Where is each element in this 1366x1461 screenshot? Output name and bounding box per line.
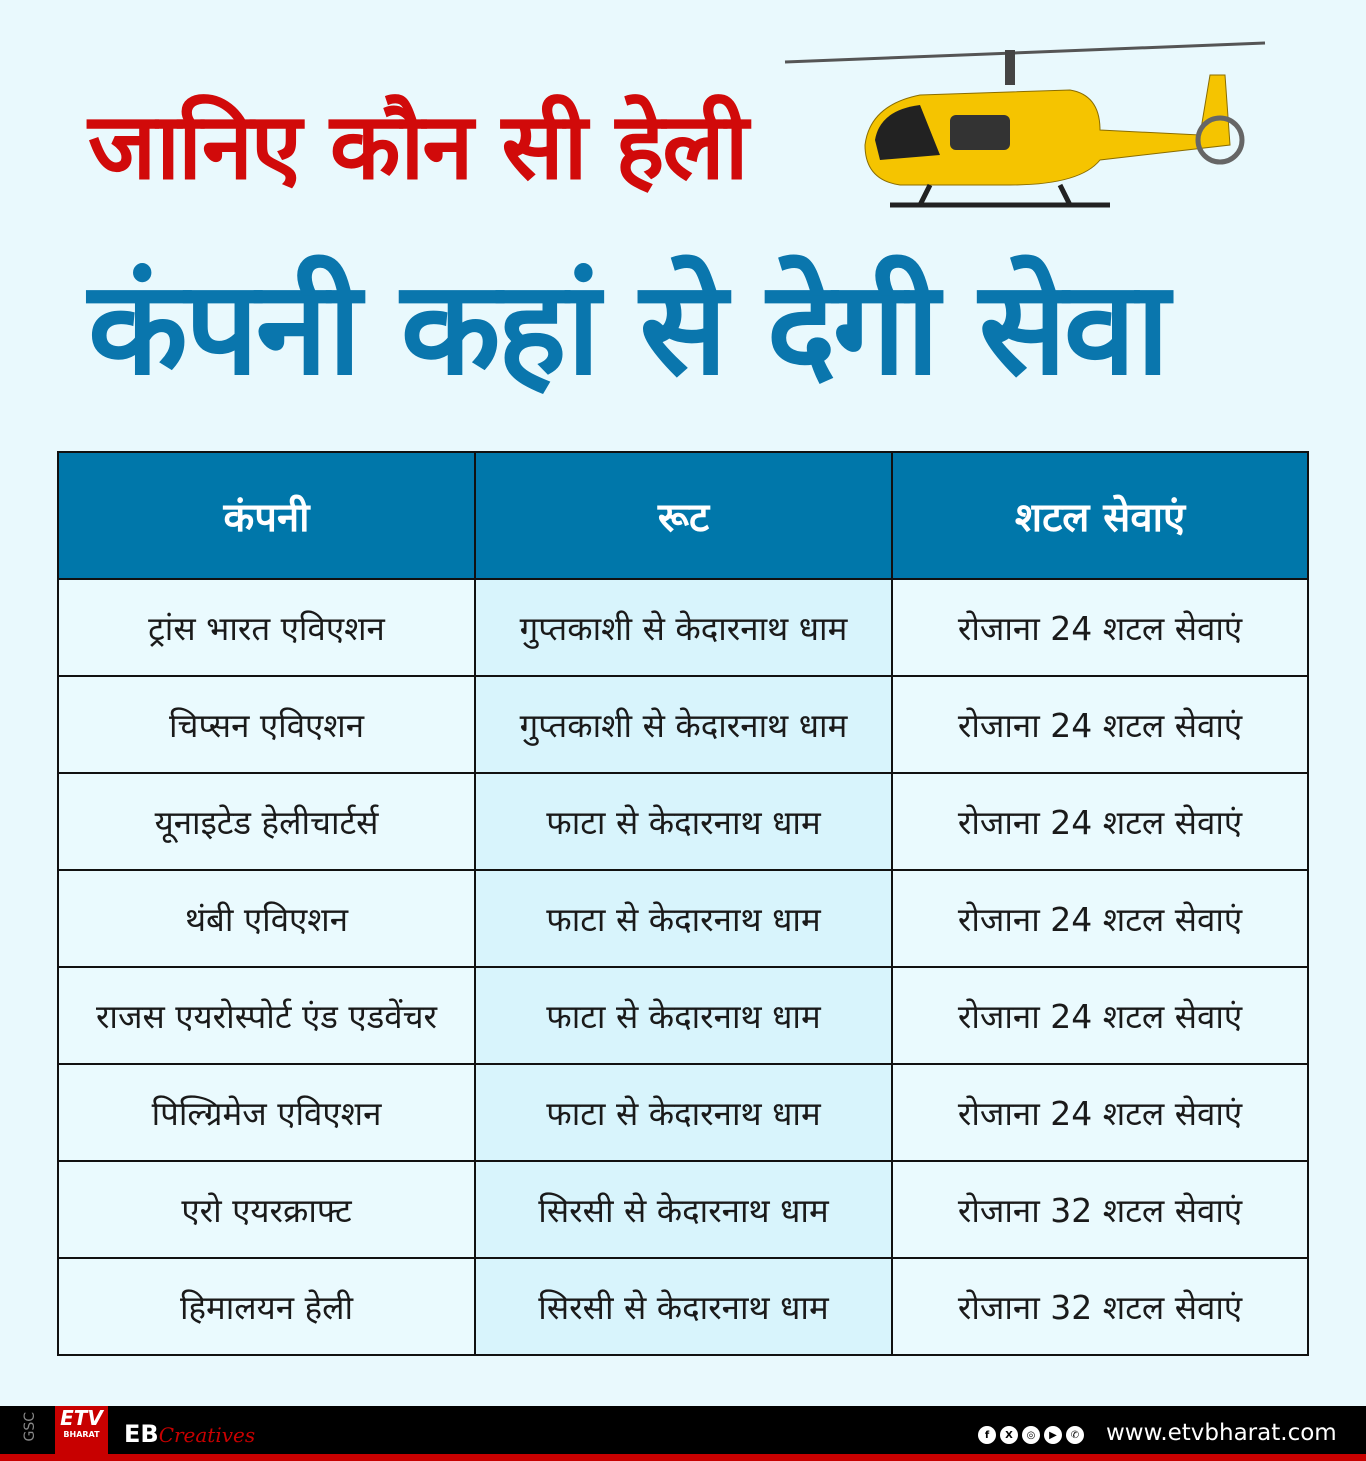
whatsapp-icon[interactable]: ✆ [1066,1426,1084,1444]
cell-company: चिप्सन एविएशन [57,675,476,774]
cell-shuttle-services: रोजाना 24 शटल सेवाएं [891,1063,1309,1162]
cell-shuttle-services: रोजाना 24 शटल सेवाएं [891,966,1309,1065]
cell-company: पिल्ग्रिमेज एविएशन [57,1063,476,1162]
cell-route: सिरसी से केदारनाथ धाम [474,1257,893,1356]
youtube-icon[interactable]: ▶ [1044,1426,1062,1444]
cell-company: एरो एयरक्राफ्ट [57,1160,476,1259]
cell-route: सिरसी से केदारनाथ धाम [474,1160,893,1259]
table-row: पिल्ग्रिमेज एविएशन फाटा से केदारनाथ धाम रो… [57,1063,1309,1162]
table-row: हिमालयन हेली सिरसी से केदारनाथ धाम रोजाना … [57,1257,1309,1356]
table-row: थंबी एविएशन फाटा से केदारनाथ धाम रोजाना 24… [57,869,1309,968]
cell-shuttle-services: रोजाना 32 शटल सेवाएं [891,1160,1309,1259]
cell-route: गुप्तकाशी से केदारनाथ धाम [474,578,893,677]
instagram-icon[interactable]: ◎ [1022,1426,1040,1444]
table-row: यूनाइटेड हेलीचार्टर्स फाटा से केदारनाथ धा… [57,772,1309,871]
header-company: कंपनी [57,451,476,580]
cell-company: थंबी एविएशन [57,869,476,968]
website-link[interactable]: www.etvbharat.com [1106,1420,1337,1446]
footer-bar [0,1406,1366,1454]
table-row: ट्रांस भारत एविएशन गुप्तकाशी से केदारनाथ … [57,578,1309,677]
title-line-2: कंपनी कहां से देगी सेवा [88,252,1170,404]
cell-route: फाटा से केदारनाथ धाम [474,772,893,871]
facebook-icon[interactable]: f [978,1426,996,1444]
footer-red-line [0,1454,1366,1461]
cell-route: फाटा से केदारनाथ धाम [474,869,893,968]
cell-shuttle-services: रोजाना 24 शटल सेवाएं [891,578,1309,677]
cell-company: राजस एयरोस्पोर्ट एंड एडवेंचर [57,966,476,1065]
table-row: चिप्सन एविएशन गुप्तकाशी से केदारनाथ धाम रो… [57,675,1309,774]
cell-company: हिमालयन हेली [57,1257,476,1356]
cell-route: फाटा से केदारनाथ धाम [474,1063,893,1162]
cell-company: यूनाइटेड हेलीचार्टर्स [57,772,476,871]
etv-bharat-logo: ETV BHARAT [55,1406,108,1461]
title-line-1: जानिए कौन सी हेली [88,93,749,200]
table-row: एरो एयरक्राफ्ट सिरसी से केदारनाथ धाम रोजान… [57,1160,1309,1259]
table-row: राजस एयरोस्पोर्ट एंड एडवेंचर फाटा से केदा… [57,966,1309,1065]
header-route: रूट [474,451,893,580]
cell-route: गुप्तकाशी से केदारनाथ धाम [474,675,893,774]
cell-company: ट्रांस भारत एविएशन [57,578,476,677]
x-icon[interactable]: X [1000,1426,1018,1444]
cell-route: फाटा से केदारनाथ धाम [474,966,893,1065]
social-icons: f X ◎ ▶ ✆ [978,1426,1084,1444]
helicopter-services-table: कंपनी रूट शटल सेवाएं ट्रांस भारत एविएशन ग… [57,451,1309,1356]
cell-shuttle-services: रोजाना 24 शटल सेवाएं [891,772,1309,871]
eb-creatives-logo: EBCreatives [124,1420,256,1448]
gsc-label: GSC [22,1412,38,1442]
cell-shuttle-services: रोजाना 24 शटल सेवाएं [891,869,1309,968]
cell-shuttle-services: रोजाना 24 शटल सेवाएं [891,675,1309,774]
cell-shuttle-services: रोजाना 32 शटल सेवाएं [891,1257,1309,1356]
helicopter-image [784,41,1266,208]
header-shuttle-services: शटल सेवाएं [891,451,1309,580]
